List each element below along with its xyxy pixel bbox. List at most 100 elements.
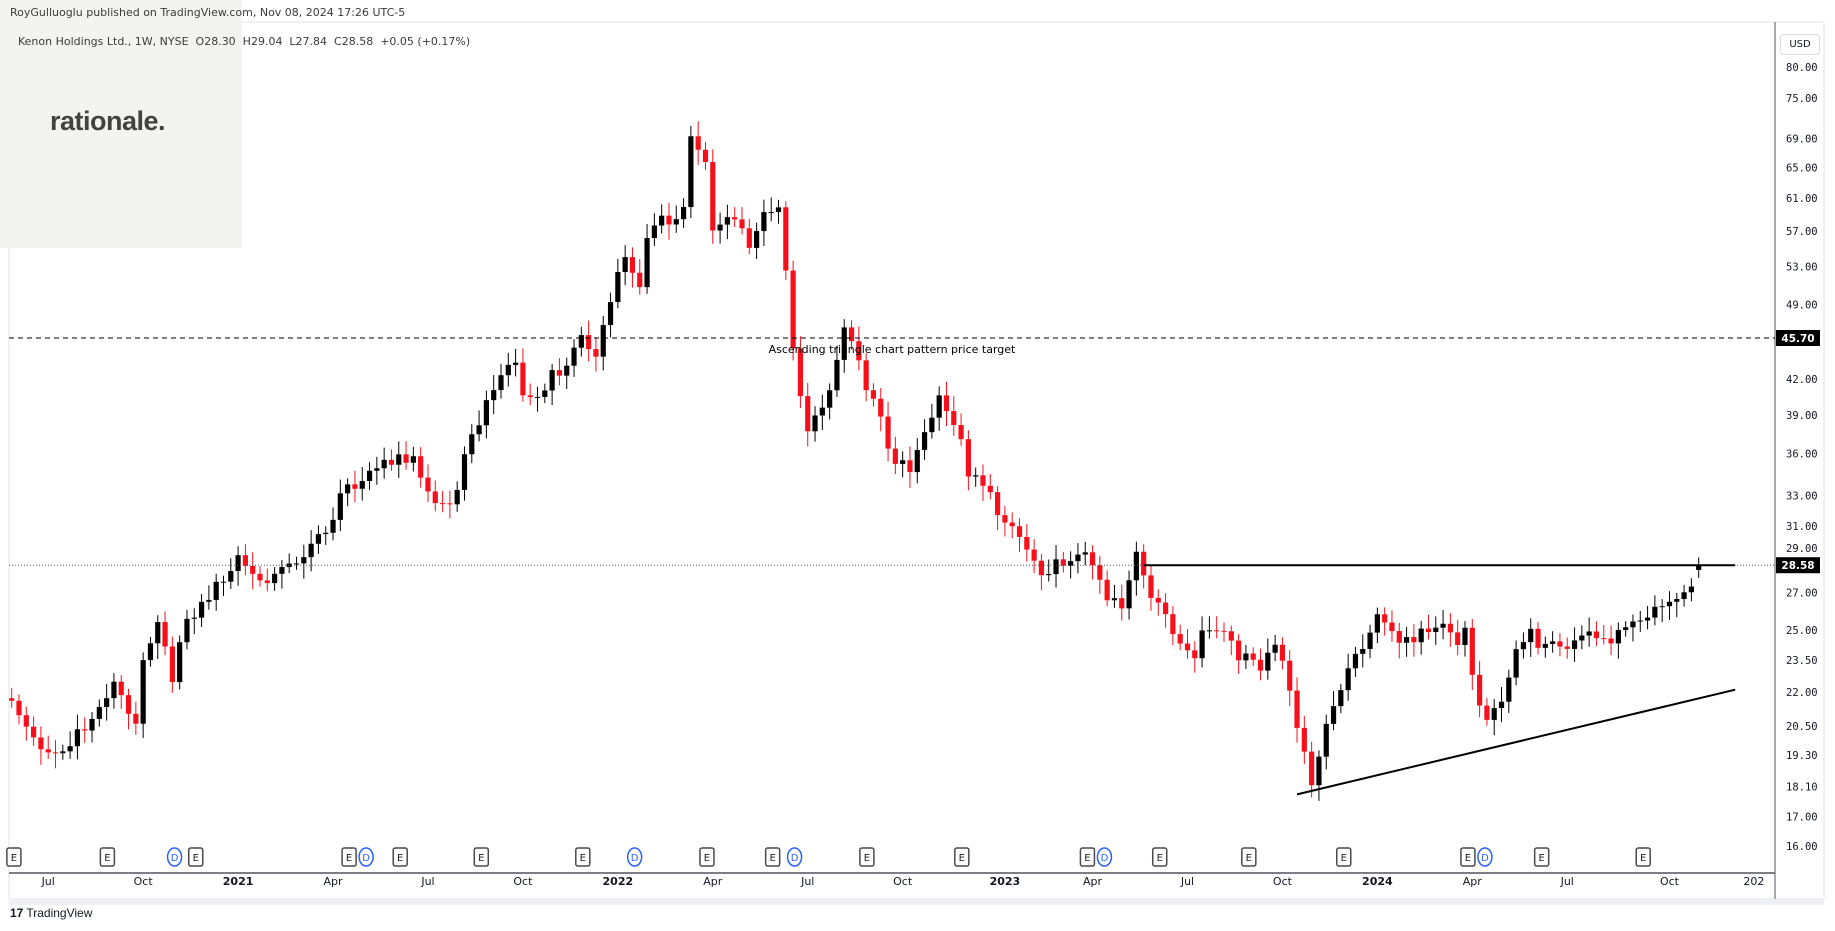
candle-body: [1221, 630, 1227, 632]
time-tick-label: Oct: [1660, 875, 1680, 888]
candle-body: [82, 729, 88, 731]
candle-body: [323, 532, 329, 535]
candle-body: [702, 149, 709, 163]
candle-body: [403, 454, 409, 463]
price-tick-label: 20.50: [1786, 721, 1818, 733]
candle-body: [118, 681, 124, 696]
candle-body: [1330, 706, 1337, 724]
current-price-badge-label: 28.58: [1781, 560, 1814, 572]
candle-body: [315, 534, 322, 544]
candle-body: [1659, 606, 1665, 608]
earnings-marker-label: E: [1539, 853, 1545, 864]
candle-body: [819, 407, 825, 416]
candle-body: [1688, 586, 1694, 593]
candle-body: [169, 646, 175, 683]
candle-body: [1593, 631, 1600, 639]
candle-body: [1214, 630, 1220, 632]
candle-body: [1170, 614, 1176, 635]
candle-body: [1674, 598, 1680, 602]
time-tick-label: Apr: [1463, 875, 1483, 888]
earnings-marker-label: E: [959, 853, 965, 864]
candle-body: [1374, 614, 1380, 633]
candle-body: [1060, 559, 1066, 566]
candle-body: [1119, 598, 1125, 609]
candle-body: [761, 212, 767, 232]
candle-body: [637, 272, 643, 288]
candle-body: [1097, 565, 1103, 580]
currency-button[interactable]: USD: [1780, 34, 1820, 55]
earnings-marker: [392, 847, 408, 867]
candle-body: [1447, 623, 1453, 633]
candle-body: [9, 698, 15, 701]
candle-body: [206, 599, 212, 602]
candle-body: [1038, 560, 1045, 576]
candle-body: [242, 555, 248, 566]
candle-body: [673, 219, 679, 225]
candle-body: [1440, 623, 1446, 628]
candle-body: [644, 238, 650, 288]
candle-body: [505, 364, 511, 376]
candle-body: [1360, 648, 1366, 654]
price-tick-label: 61.00: [1786, 193, 1818, 205]
dividend-marker: [626, 847, 643, 867]
candle-body: [418, 456, 424, 478]
candle-body: [1082, 552, 1088, 555]
rationale-logo: rationale.: [50, 106, 166, 136]
candle-body: [111, 681, 117, 699]
candle-body: [1272, 644, 1278, 653]
candle-body: [1506, 677, 1512, 702]
candle-body: [1228, 631, 1234, 641]
candle-body: [1031, 549, 1037, 561]
candle-body: [469, 434, 475, 455]
candle-body: [60, 751, 66, 754]
time-tick-label: 2024: [1362, 875, 1393, 888]
candle-body: [476, 425, 482, 435]
candle-body: [439, 503, 446, 505]
candle-body: [542, 390, 548, 397]
candle-body: [52, 752, 59, 754]
time-tick-label: Oct: [513, 875, 533, 888]
candle-body: [1469, 627, 1475, 675]
earnings-marker: [764, 847, 781, 867]
candle-body: [23, 715, 29, 727]
candle-body: [1141, 551, 1147, 576]
tradingview-logo[interactable]: 17 TradingView: [10, 906, 92, 920]
candle-body: [483, 400, 489, 426]
symbol-legend: Kenon Holdings Ltd., 1W, NYSE O28.30 H29…: [18, 35, 471, 48]
candle-body: [878, 398, 884, 417]
price-tick-label: 25.00: [1786, 625, 1818, 637]
earnings-marker: [6, 847, 22, 867]
candle-body: [1279, 644, 1286, 661]
candle-body: [235, 555, 241, 571]
candle-body: [381, 459, 387, 469]
ascending-trendline: [1296, 688, 1736, 796]
candle-body: [513, 362, 519, 365]
candle-body: [425, 477, 431, 492]
candle-body: [688, 136, 694, 208]
candle-body: [1396, 631, 1402, 643]
earnings-marker-label: E: [11, 853, 17, 864]
candle-body: [1265, 652, 1271, 671]
candle-body: [1111, 598, 1118, 601]
candle-body: [1367, 632, 1373, 649]
candle-body: [805, 396, 811, 432]
candle-body: [147, 643, 154, 661]
candle-body: [1323, 723, 1329, 757]
candle-body: [352, 484, 358, 489]
candle-body: [936, 395, 942, 418]
candle-body: [600, 325, 606, 357]
price-tick-label: 57.00: [1786, 226, 1818, 238]
candle-body: [1389, 622, 1395, 632]
published-info: RoyGulluoglu published on TradingView.co…: [10, 6, 406, 19]
candle-body: [1528, 628, 1534, 643]
candle-body: [454, 489, 460, 505]
earnings-marker: [699, 847, 715, 867]
earnings-marker: [1336, 847, 1352, 867]
candle-body: [461, 454, 468, 490]
candle-body: [1009, 522, 1015, 527]
candle-body: [228, 570, 234, 582]
candle-body: [1601, 638, 1607, 640]
candle-body: [374, 468, 380, 471]
time-tick-label: Jul: [41, 875, 55, 888]
